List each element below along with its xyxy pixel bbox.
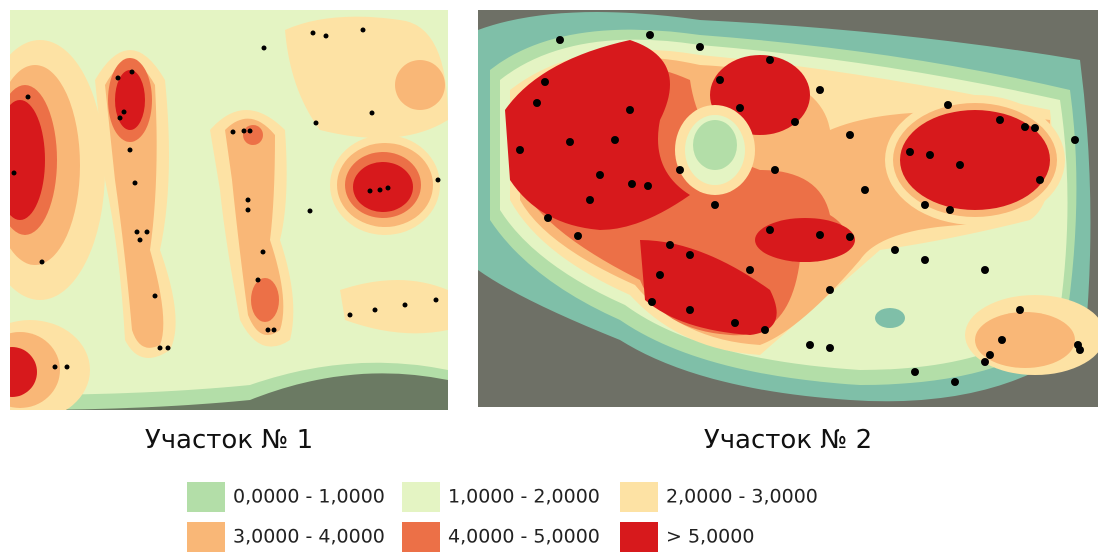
figure: Участок № 1 Участок № 2 0,0000 - 1,0000 1… [0, 0, 1103, 553]
legend-label: 1,0000 - 2,0000 [448, 486, 600, 508]
legend-swatch [187, 522, 225, 552]
map-1 [0, 10, 448, 420]
legend-label: 4,0000 - 5,0000 [448, 526, 600, 548]
legend-swatch [620, 482, 658, 512]
legend-swatch [402, 522, 440, 552]
map-caption: Участок № 1 [145, 425, 313, 455]
legend-label: 2,0000 - 3,0000 [666, 486, 818, 508]
legend-label: 3,0000 - 4,0000 [233, 526, 385, 548]
legend-label: > 5,0000 [666, 526, 754, 548]
legend-swatch [402, 482, 440, 512]
legend-label: 0,0000 - 1,0000 [233, 486, 385, 508]
map-caption: Участок № 2 [704, 425, 872, 455]
legend: 0,0000 - 1,0000 1,0000 - 2,0000 2,0000 - 3… [187, 482, 818, 552]
map-2 [478, 10, 1103, 407]
legend-swatch [620, 522, 658, 552]
legend-swatch [187, 482, 225, 512]
